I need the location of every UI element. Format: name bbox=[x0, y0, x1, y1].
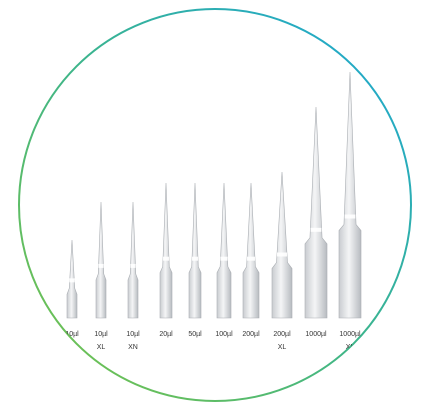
tip-mark bbox=[192, 256, 198, 261]
pipette-tip bbox=[127, 201, 139, 319]
tip-label: 200µl bbox=[273, 331, 291, 338]
tip-label: 1000µl bbox=[339, 331, 361, 338]
tip-mark bbox=[163, 256, 169, 261]
tip-label: 100µl bbox=[215, 331, 233, 338]
pipette-tip bbox=[95, 201, 107, 319]
tip-mark bbox=[98, 263, 104, 268]
tip-mark bbox=[130, 263, 136, 268]
tip-mark bbox=[344, 214, 356, 219]
pipette-tip bbox=[188, 182, 202, 319]
tip-sublabel: XN bbox=[128, 344, 138, 351]
tip-label: 20µl bbox=[159, 331, 173, 338]
pipette-tip bbox=[338, 71, 362, 319]
tip-label: 50µl bbox=[188, 331, 202, 338]
pipette-tip bbox=[216, 182, 232, 319]
tip-label: 10µl bbox=[94, 331, 108, 338]
tip-sublabel: XL bbox=[278, 344, 287, 351]
tip-label: 1000µl bbox=[305, 331, 327, 338]
tip-label: 10µl bbox=[126, 331, 140, 338]
pipette-tip bbox=[242, 182, 260, 319]
tips: 10µl 10µl XL 10µl XN 20µl 50µl 100µl 200µl 200µl X… bbox=[65, 71, 362, 351]
pipette-tip bbox=[271, 171, 293, 319]
pipette-tip bbox=[304, 106, 328, 319]
tip-label: 10µl bbox=[65, 331, 79, 338]
pipette-tip bbox=[159, 182, 173, 319]
tip-mark bbox=[247, 256, 255, 261]
tip-mark bbox=[69, 278, 75, 283]
tip-label: 200µl bbox=[242, 331, 260, 338]
tip-sublabel: XL bbox=[97, 344, 106, 351]
tip-mark bbox=[277, 252, 287, 257]
tip-mark bbox=[220, 256, 228, 261]
tip-mark bbox=[310, 227, 322, 232]
